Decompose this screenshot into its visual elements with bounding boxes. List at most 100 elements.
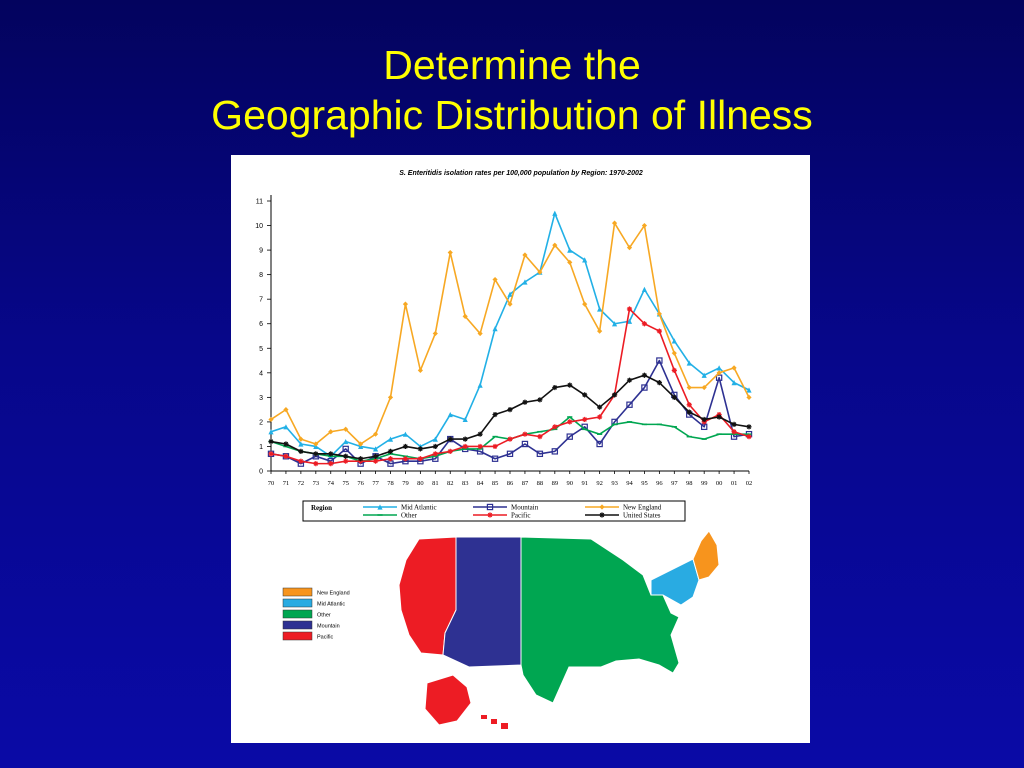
point-pacific xyxy=(537,434,543,440)
legend-label-new-england: New England xyxy=(623,504,662,512)
x-tick-label: 88 xyxy=(537,480,544,487)
series-line-mid-atlantic xyxy=(270,212,750,458)
legend-label-mid-atlantic: Mid Atlantic xyxy=(401,504,437,512)
point-new-england xyxy=(492,276,498,283)
point-united-states xyxy=(402,443,409,450)
point-mid-atlantic xyxy=(268,429,274,435)
x-tick-label: 90 xyxy=(567,480,574,487)
point-pacific xyxy=(313,461,319,467)
point-mid-atlantic xyxy=(626,318,633,324)
point-new-england xyxy=(417,367,423,373)
y-tick-label: 2 xyxy=(259,419,263,426)
point-pacific xyxy=(447,448,453,454)
point-mid-atlantic xyxy=(716,365,722,371)
x-tick-label: 74 xyxy=(328,480,335,487)
point-mountain xyxy=(641,384,648,391)
point-united-states xyxy=(343,453,349,459)
point-mid-atlantic xyxy=(597,306,603,312)
point-mid-atlantic xyxy=(611,321,618,327)
legend-label-united-states: United States xyxy=(623,512,661,520)
point-mountain xyxy=(521,440,529,448)
x-tick-label: 85 xyxy=(492,480,499,487)
title-line-2: Geographic Distribution of Illness xyxy=(211,92,813,138)
point-mountain xyxy=(342,445,349,453)
point-mid-atlantic xyxy=(447,411,453,418)
region-new-england xyxy=(692,530,720,581)
y-tick-label: 5 xyxy=(259,346,263,353)
point-new-england xyxy=(477,330,483,337)
figure-panel: S. Enteritidis isolation rates per 100,0… xyxy=(231,155,810,743)
y-tick-label: 4 xyxy=(259,370,263,377)
point-mid-atlantic xyxy=(283,424,289,430)
point-united-states xyxy=(298,448,304,454)
x-tick-label: 93 xyxy=(611,480,618,487)
x-tick-label: 92 xyxy=(596,480,603,487)
point-mid-atlantic xyxy=(402,431,409,437)
map-legend-swatch xyxy=(282,631,313,641)
map-legend-label: New England xyxy=(317,591,350,597)
point-new-england xyxy=(567,259,573,265)
point-mid-atlantic xyxy=(641,286,648,292)
point-united-states xyxy=(328,451,334,457)
region-hawaii xyxy=(481,715,508,729)
map-legend-label: Other xyxy=(317,613,331,619)
point-pacific xyxy=(522,431,528,437)
point-new-england xyxy=(358,441,364,447)
y-tick-label: 0 xyxy=(259,469,263,476)
point-united-states xyxy=(597,404,603,410)
legend-label-pacific: Pacific xyxy=(511,512,530,520)
point-pacific xyxy=(746,434,752,440)
region-alaska xyxy=(424,674,472,726)
x-tick-label: 73 xyxy=(313,480,320,487)
point-new-england xyxy=(731,365,737,371)
point-pacific xyxy=(731,429,737,435)
point-united-states xyxy=(567,382,573,388)
point-pacific xyxy=(552,424,558,430)
point-mid-atlantic xyxy=(567,247,573,253)
point-united-states xyxy=(268,438,274,445)
legend-label-mountain: Mountain xyxy=(511,504,539,512)
point-new-england xyxy=(268,416,274,423)
point-pacific xyxy=(477,443,483,450)
x-tick-label: 97 xyxy=(671,480,678,487)
region-other xyxy=(520,536,680,704)
title-line-1: Determine the xyxy=(383,42,641,88)
point-pacific xyxy=(626,306,633,312)
point-new-england xyxy=(641,222,648,229)
point-united-states xyxy=(477,431,483,437)
point-new-england xyxy=(626,245,633,251)
y-tick-label: 9 xyxy=(259,248,263,255)
x-tick-label: 79 xyxy=(402,480,409,487)
x-tick-label: 89 xyxy=(552,480,559,487)
x-tick-label: 98 xyxy=(686,480,693,487)
point-pacific xyxy=(328,461,334,467)
point-new-england xyxy=(283,407,289,413)
legend-marker-united-states xyxy=(599,512,605,518)
point-united-states xyxy=(283,441,289,447)
x-tick-label: 75 xyxy=(342,480,349,487)
x-tick-label: 77 xyxy=(372,480,379,487)
point-mid-atlantic xyxy=(746,387,752,393)
point-mid-atlantic xyxy=(432,436,438,442)
point-united-states xyxy=(358,456,364,462)
point-pacific xyxy=(298,458,304,464)
point-new-england xyxy=(462,313,468,319)
x-tick-label: 96 xyxy=(656,480,663,487)
point-united-states xyxy=(447,436,453,442)
point-united-states xyxy=(552,384,558,391)
legend-label-other: Other xyxy=(401,512,418,520)
x-tick-label: 78 xyxy=(387,480,394,487)
point-pacific xyxy=(582,416,588,423)
point-united-states xyxy=(716,414,722,420)
x-tick-label: 95 xyxy=(641,480,648,487)
point-pacific xyxy=(641,321,648,327)
point-mid-atlantic xyxy=(522,279,528,285)
map-legend-swatch xyxy=(282,620,313,630)
x-tick-label: 02 xyxy=(746,480,753,487)
point-united-states xyxy=(626,377,633,383)
point-new-england xyxy=(328,429,334,435)
point-mid-atlantic xyxy=(686,360,692,366)
x-tick-label: 86 xyxy=(507,480,514,487)
x-tick-label: 94 xyxy=(626,480,633,487)
point-new-england xyxy=(716,370,722,376)
